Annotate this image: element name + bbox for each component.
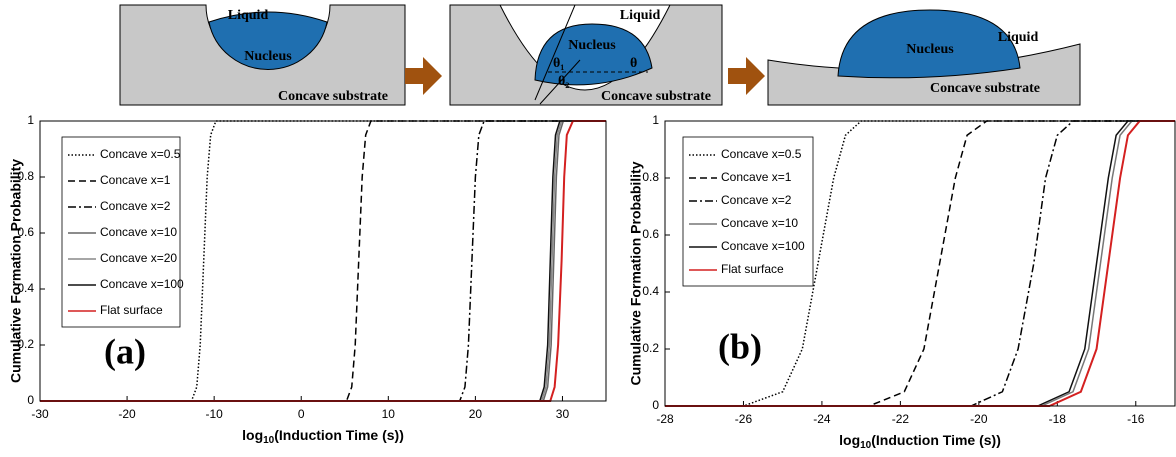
- angle: θ: [630, 56, 637, 71]
- legend-label: Concave x=20: [100, 251, 177, 265]
- series-line: [40, 120, 606, 402]
- x-label-sub: 10: [263, 435, 275, 446]
- legend-label: Concave x=0.5: [100, 147, 181, 161]
- y-tick-label: 1: [652, 113, 659, 127]
- legend-box: [682, 136, 814, 287]
- label: Liquid: [620, 8, 661, 23]
- plot-frame: [664, 120, 1176, 407]
- y-axis-label: Cumulative Formation Probability: [628, 161, 644, 385]
- label: Concave substrate: [930, 81, 1040, 96]
- nucleus: [837, 9, 1021, 79]
- y-tick-label: 0: [652, 398, 659, 412]
- x-axis-label: log10(Induction Time (s)): [242, 427, 404, 446]
- legend-label: Concave x=10: [100, 225, 177, 239]
- y-tick-label: 0.8: [17, 169, 34, 183]
- legend-label: Concave x=100: [721, 239, 805, 253]
- x-tick-label: -30: [31, 407, 49, 421]
- series-line: [40, 120, 606, 402]
- legend-label: Concave x=100: [100, 277, 184, 291]
- label: Nucleus: [906, 42, 954, 57]
- series-line: [665, 120, 1175, 407]
- panel-label: (a): [104, 331, 146, 371]
- legend-label: Concave x=1: [721, 170, 792, 184]
- x-tick-label: -24: [813, 412, 831, 426]
- x-tick-label: 30: [556, 407, 570, 421]
- x-tick-label: -10: [205, 407, 223, 421]
- diagram-1: Liquid Nucleus Concave substrate: [119, 4, 406, 106]
- plot-frame: [39, 120, 607, 402]
- label: Concave substrate: [601, 89, 711, 104]
- arrow: [728, 57, 765, 95]
- tangent: [534, 4, 576, 101]
- x-label-part: (Induction Time (s)): [274, 427, 404, 443]
- x-tick-label: -26: [735, 412, 753, 426]
- legend-box: [61, 136, 181, 328]
- legend-label: Concave x=1: [100, 173, 171, 187]
- angle: θ₁: [553, 56, 565, 71]
- series-line: [665, 120, 1175, 407]
- y-axis-label: Cumulative Formation Probability: [8, 159, 24, 383]
- y-tick-label: 0.6: [642, 227, 659, 241]
- x-label-part: log: [839, 432, 860, 448]
- series-line: [665, 120, 1175, 407]
- legend-label: Flat surface: [721, 262, 784, 276]
- legend-label: Concave x=2: [721, 193, 792, 207]
- diagram-2: Liquid Nucleus Concave substrate θ₁ θ₂ θ: [449, 4, 723, 106]
- panel-label: (b): [718, 326, 762, 366]
- legend-label: Concave x=0.5: [721, 147, 802, 161]
- x-tick-label: -16: [1127, 412, 1145, 426]
- x-tick-label: -28: [656, 412, 674, 426]
- x-label-part: log: [242, 427, 263, 443]
- substrate: [449, 4, 723, 106]
- y-tick-label: 0.8: [642, 170, 659, 184]
- series-line: [40, 120, 606, 402]
- legend-label: Concave x=10: [721, 216, 798, 230]
- y-tick-label: 0.2: [642, 341, 659, 355]
- nucleus: [208, 11, 328, 70]
- y-tick-label: 0.2: [17, 337, 34, 351]
- x-tick-label: 0: [298, 407, 305, 421]
- series-line: [665, 120, 1175, 407]
- diagram-3: Liquid Nucleus Concave substrate: [767, 9, 1081, 106]
- legend-label: Concave x=2: [100, 199, 171, 213]
- y-tick-label: 0: [27, 393, 34, 407]
- label: Concave substrate: [278, 89, 388, 104]
- arrow: [405, 57, 442, 95]
- x-axis-label: log10(Induction Time (s)): [839, 432, 1001, 451]
- tangent: [539, 59, 581, 105]
- x-label-part: (Induction Time (s)): [871, 432, 1001, 448]
- x-label-sub: 10: [860, 440, 872, 451]
- series-line: [40, 120, 606, 402]
- label: Liquid: [998, 30, 1039, 45]
- x-tick-label: -18: [1049, 412, 1067, 426]
- x-tick-label: -20: [118, 407, 136, 421]
- series-line: [665, 120, 1175, 407]
- x-tick-label: 20: [469, 407, 483, 421]
- series-line: [40, 120, 606, 402]
- label: Liquid: [228, 8, 269, 23]
- y-tick-label: 0.4: [17, 281, 34, 295]
- legend-label: Flat surface: [100, 303, 163, 317]
- x-tick-label: -22: [892, 412, 910, 426]
- nucleus: [534, 23, 653, 86]
- y-tick-label: 0.6: [17, 225, 34, 239]
- y-tick-label: 0.4: [642, 284, 659, 298]
- y-tick-label: 1: [27, 113, 34, 127]
- x-tick-label: 10: [382, 407, 396, 421]
- x-tick-label: -20: [970, 412, 988, 426]
- label: Nucleus: [568, 38, 616, 53]
- label: Nucleus: [244, 49, 292, 64]
- angle: θ₂: [558, 74, 570, 89]
- series-line: [40, 120, 606, 402]
